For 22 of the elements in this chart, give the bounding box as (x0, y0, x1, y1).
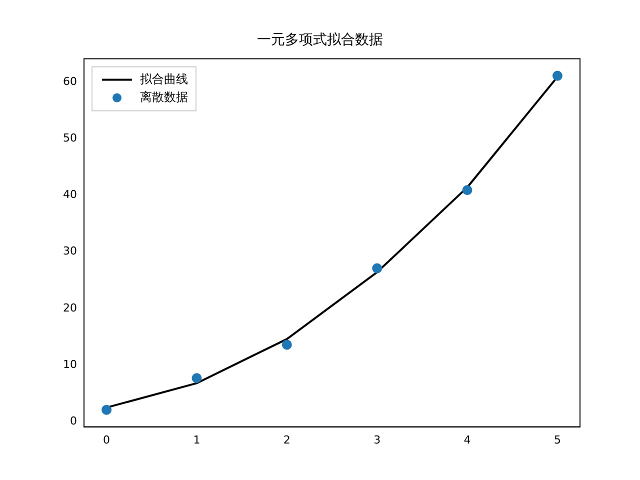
point (462, 185, 472, 196)
x-tick-label: 0 (103, 433, 110, 446)
y-tick-label: 30 (62, 244, 77, 258)
y-tick-label: 10 (62, 358, 77, 371)
y-tick-label: 20 (62, 301, 77, 314)
x-tick-label: 4 (464, 433, 471, 446)
y-tick-label: 50 (62, 131, 77, 144)
legend-label: 拟合曲线 (140, 72, 188, 86)
point (552, 70, 562, 81)
y-tick-label: 60 (62, 74, 77, 88)
x-tick-label: 2 (283, 433, 290, 446)
y-tick-label: 40 (62, 188, 77, 202)
point (192, 373, 202, 384)
point (372, 263, 382, 274)
x-tick-label: 5 (554, 433, 561, 446)
point (282, 340, 292, 350)
legend-label: 离散数据 (140, 90, 188, 104)
point (102, 404, 112, 415)
x-tick-label: 3 (374, 433, 381, 446)
chart-title: 一元多项式拟合数据 (257, 32, 383, 48)
x-tick-label: 1 (193, 433, 200, 446)
y-tick-label: 0 (70, 414, 77, 428)
